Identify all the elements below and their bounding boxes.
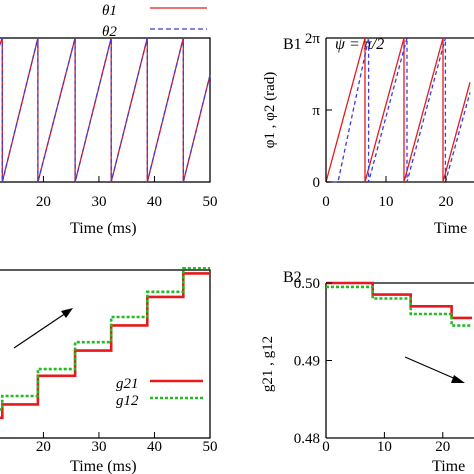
xtick-label: 30 xyxy=(91,194,106,210)
legend-a1: θ1 θ2 xyxy=(102,3,207,40)
xlabel-a2: Time (ms) xyxy=(70,458,137,474)
xtick-label: 20 xyxy=(439,194,454,210)
series-line-b2-2 xyxy=(326,285,472,327)
xlabel-a1: Time (ms) xyxy=(70,220,137,237)
xtick-label: 20 xyxy=(36,194,51,210)
ytick-label: 0.50 xyxy=(294,276,320,292)
xtick-label: 50 xyxy=(203,439,218,455)
ytick-label: 2π xyxy=(305,31,321,47)
ytick-label: 0.49 xyxy=(294,354,320,370)
series-line-a2-2 xyxy=(0,266,210,411)
panel-b1: B1 ψ = π/2 0 10 20 0 π 2π Time φ1 , φ2 (rad) xyxy=(262,31,474,237)
ytick-label: π xyxy=(312,103,320,119)
legend-label-theta2: θ2 xyxy=(102,24,117,40)
xtick-label: 0 xyxy=(322,194,330,210)
series-line-b2-1 xyxy=(326,281,472,320)
title-b1: ψ = π/2 xyxy=(335,36,384,53)
xlabel-b1: Time xyxy=(434,220,467,237)
legend-a2: g21 g12 xyxy=(116,376,203,409)
ylabel-b1: φ1 , φ2 (rad) xyxy=(262,72,278,148)
plot-frame-a2 xyxy=(0,269,211,439)
xticks-b1: 0 10 20 xyxy=(322,176,454,210)
panel-label-b1: B1 xyxy=(283,36,302,53)
xticks-b2: 0 10 20 xyxy=(322,432,450,455)
legend-label-g12: g12 xyxy=(116,393,139,409)
series-group-a1 xyxy=(0,37,211,183)
series-line-a2-1 xyxy=(0,272,210,420)
xtick-label: 10 xyxy=(379,194,394,210)
trend-arrow-up xyxy=(13,308,73,349)
series-group-b1 xyxy=(325,37,471,183)
series-group-a2 xyxy=(0,266,210,420)
panel-label-b2: B2 xyxy=(283,269,302,286)
plot-frame-a1 xyxy=(0,37,211,183)
yticks-b2: 0.48 0.49 0.50 xyxy=(294,276,332,447)
xtick-label: 40 xyxy=(147,439,162,455)
yticks-b1: 0 π 2π xyxy=(305,31,332,191)
xtick-label: 0 xyxy=(322,439,330,455)
xlabel-b2: Time xyxy=(432,458,465,474)
xtick-label: 30 xyxy=(91,439,106,455)
ytick-label: 0.48 xyxy=(294,431,320,447)
panel-b2: B2 0 10 20 0.48 0.49 0.50 Time g21 , g12 xyxy=(260,269,474,474)
series-line-b1-2 xyxy=(326,37,471,183)
legend-label-g21: g21 xyxy=(116,376,139,392)
xtick-label: 20 xyxy=(36,439,51,455)
xtick-label: 50 xyxy=(203,194,218,210)
series-line-a1-2 xyxy=(0,37,211,183)
ylabel-b2: g21 , g12 xyxy=(260,336,276,392)
xticks-a1: 20 30 40 50 xyxy=(36,176,218,210)
trend-arrow-down xyxy=(404,356,465,383)
xtick-label: 10 xyxy=(377,439,392,455)
xtick-label: 40 xyxy=(147,194,162,210)
xticks-a2: 20 30 40 50 xyxy=(36,432,218,455)
legend-label-theta1: θ1 xyxy=(102,3,117,19)
series-line-b1-1 xyxy=(325,37,471,183)
ytick-label: 0 xyxy=(313,175,321,191)
series-group-b2 xyxy=(326,281,472,327)
xtick-label: 20 xyxy=(435,439,450,455)
panel-a1: 20 30 40 50 Time (ms) θ1 θ2 xyxy=(0,3,218,237)
panel-a2: 20 30 40 50 Time (ms) g21 g12 xyxy=(0,266,218,474)
